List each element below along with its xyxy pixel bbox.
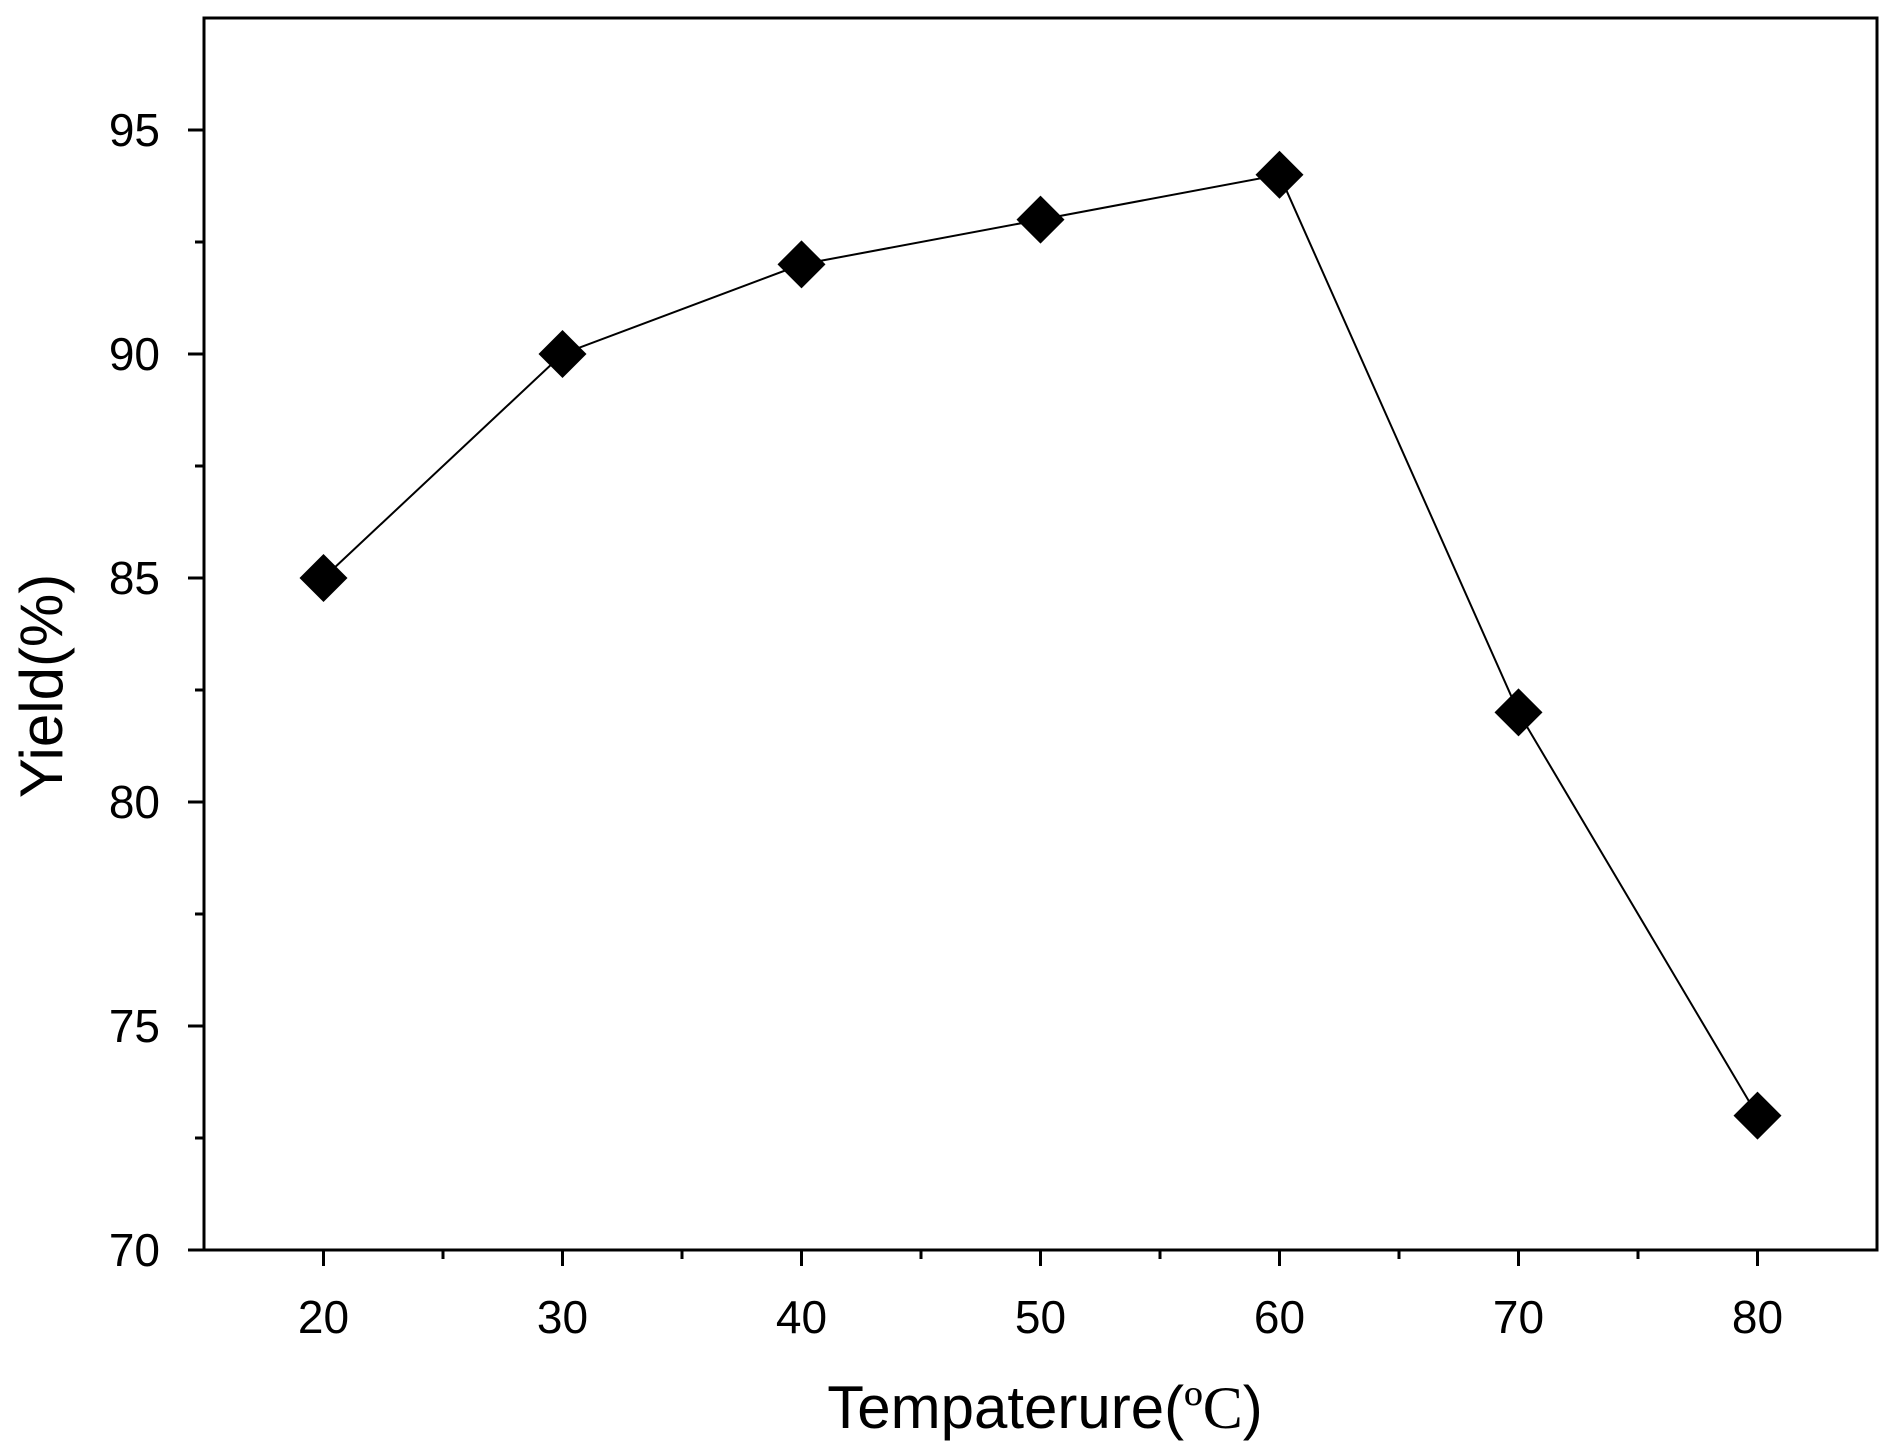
x-axis-title-text: Tempaterure( <box>827 1374 1184 1441</box>
series-line <box>322 173 1759 1117</box>
y-axis-title: Yield(%) <box>8 574 75 799</box>
y-tick-label: 85 <box>109 552 160 604</box>
data-series <box>299 150 1782 1140</box>
data-point-marker <box>1255 150 1304 199</box>
x-axis-title: Tempaterure(ºC) <box>827 1374 1262 1441</box>
y-tick-label: 90 <box>109 328 160 380</box>
axis-ticks <box>188 128 1759 1266</box>
x-tick-label: 50 <box>1015 1291 1066 1343</box>
x-axis-title-close: ) <box>1243 1374 1263 1441</box>
x-tick-label: 20 <box>298 1291 349 1343</box>
x-tick-label: 40 <box>776 1291 827 1343</box>
y-tick-label: 95 <box>109 104 160 156</box>
x-axis-title-unit: ºC <box>1184 1375 1243 1441</box>
y-tick-label: 80 <box>109 776 160 828</box>
data-point-marker <box>538 330 587 378</box>
data-point-marker <box>1733 1091 1782 1140</box>
tick-labels: 20 30 40 50 60 70 80 70 75 80 85 90 95 <box>109 104 1783 1343</box>
x-tick-label: 70 <box>1493 1291 1544 1343</box>
data-point-marker <box>1494 688 1543 737</box>
x-tick-label: 80 <box>1732 1291 1783 1343</box>
y-tick-label: 70 <box>109 1224 160 1276</box>
y-tick-label: 75 <box>109 1000 160 1052</box>
data-point-marker <box>777 240 826 289</box>
data-point-marker <box>299 554 348 602</box>
data-point-marker <box>1016 195 1065 244</box>
x-tick-label: 60 <box>1254 1291 1305 1343</box>
x-tick-label: 30 <box>537 1291 588 1343</box>
